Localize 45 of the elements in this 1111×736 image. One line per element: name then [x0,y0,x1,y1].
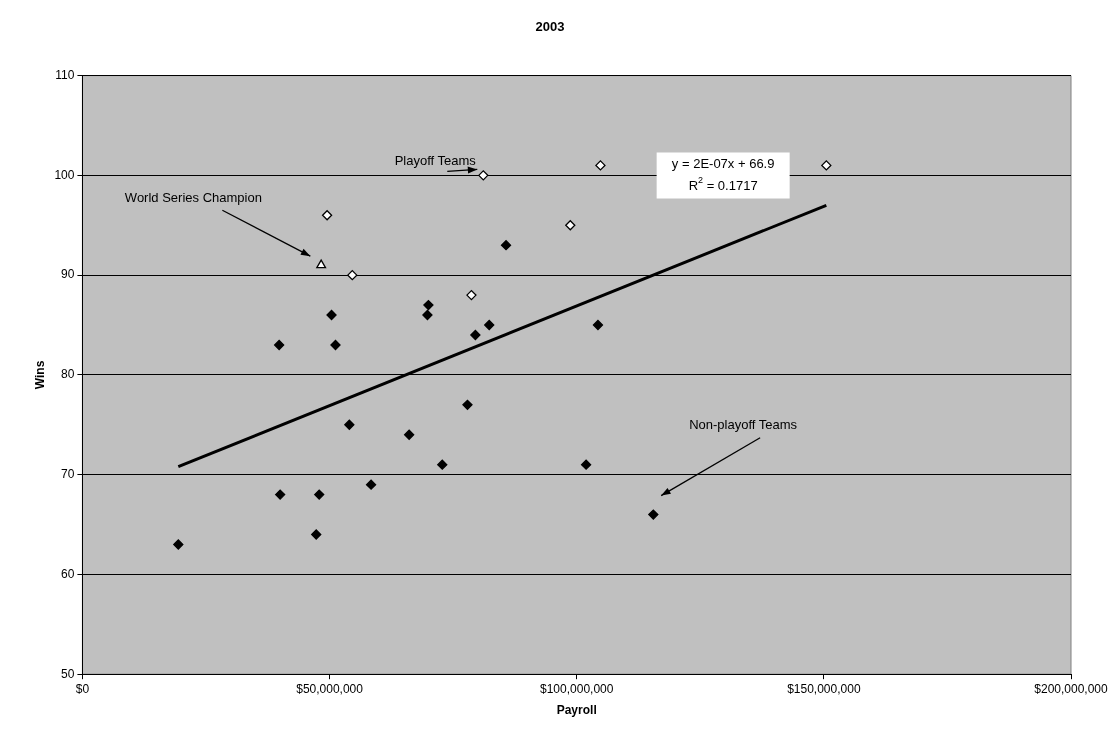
point [478,170,489,181]
point [321,210,333,221]
point [311,529,322,540]
x-tick-label: $100,000,000 [540,681,614,696]
point [484,319,495,331]
annotation: Playoff Teams [394,152,477,168]
point [274,489,286,500]
y-tick-label: 110 [55,67,75,82]
y-tick-label: 60 [61,566,75,581]
point [595,160,606,171]
y-axis-title: Wins [32,360,47,390]
point [347,269,358,281]
annotation: y = 2E-07x + 66.9 [671,156,775,171]
x-tick-label: $50,000,000 [296,681,364,696]
point [466,289,477,301]
point [565,220,576,231]
point [316,259,327,269]
y-tick-label: 100 [54,167,75,182]
point [821,160,832,171]
chart-title: 2003 [535,19,565,35]
point [423,299,434,311]
x-tick-label: $150,000,000 [787,681,861,696]
point [344,419,355,430]
point [470,329,481,341]
point [462,399,473,410]
point [437,459,448,470]
point [648,509,659,520]
point [404,429,415,440]
point [365,479,377,490]
y-tick-label: 50 [61,666,75,681]
x-tick-label: $200,000,000 [1034,681,1109,696]
point [314,489,325,500]
y-tick-label: 90 [61,267,75,282]
point [500,240,512,251]
x-axis-title: Payroll [556,703,597,718]
x-tick-label: $0 [75,681,90,696]
y-tick-label: 70 [61,466,75,481]
annotation: World Series Champion [124,189,262,205]
y-tick-label: 80 [61,367,75,382]
point [274,339,285,351]
point [580,459,592,470]
point [173,539,184,550]
point [422,309,433,321]
annotation: Non-playoff Teams [689,417,798,433]
point [592,319,604,331]
